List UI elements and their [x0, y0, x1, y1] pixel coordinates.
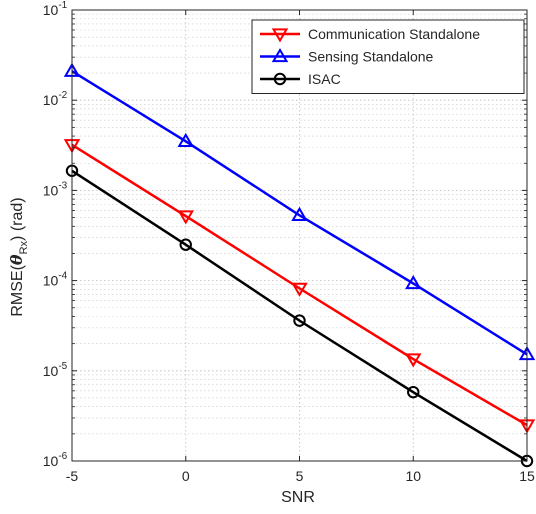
y-tick-label-base: 10 — [43, 363, 59, 379]
y-tick-label: 10-5 — [43, 361, 68, 379]
series-line — [71, 143, 528, 427]
y-tick-label: 10-2 — [43, 90, 68, 108]
data-point-marker — [271, 28, 289, 43]
y-axis-label-symbol: θ — [7, 254, 26, 265]
data-point-marker — [177, 132, 194, 148]
y-tick-label-exponent: -6 — [58, 451, 67, 462]
data-point-marker — [179, 238, 192, 251]
data-point-marker — [407, 385, 420, 399]
legend-entry: ISAC — [260, 71, 341, 87]
y-tick-label-base: 10 — [43, 273, 59, 289]
series-layer — [63, 62, 536, 468]
x-tick-label: 10 — [405, 468, 421, 484]
x-tick-label: -5 — [66, 468, 79, 484]
x-tick-label: 15 — [519, 468, 535, 484]
y-tick-label-base: 10 — [43, 2, 59, 18]
data-point-marker — [177, 210, 194, 225]
y-axis-label-subscript: Rx — [18, 240, 30, 254]
y-tick-label: 10-6 — [43, 451, 68, 469]
series-line — [71, 70, 528, 356]
y-tick-label-base: 10 — [43, 182, 59, 198]
data-point-marker — [291, 282, 308, 297]
y-tick-label-exponent: -2 — [58, 90, 67, 101]
axis-ticks — [71, 9, 528, 462]
y-tick-label-exponent: -5 — [58, 361, 67, 372]
data-point-marker — [291, 206, 308, 221]
y-axis-label-suffix: ) (rad) — [9, 197, 26, 241]
x-axis-label: SNR — [281, 489, 315, 506]
legend-entry: Communication Standalone — [260, 26, 480, 43]
y-tick-label: 10-1 — [43, 0, 68, 18]
y-axis-label: RMSE(θRx) (rad) — [7, 197, 30, 316]
data-point-marker — [271, 48, 289, 63]
data-point-marker — [293, 314, 306, 327]
data-point-marker — [273, 72, 287, 86]
y-tick-label-base: 10 — [43, 92, 59, 108]
y-tick-label: 10-3 — [43, 180, 68, 198]
y-tick-label: 10-4 — [43, 271, 68, 289]
legend: Communication Standalone Sensing Standalo… — [251, 19, 525, 94]
legend-items: Communication Standalone Sensing Standalo… — [260, 26, 480, 87]
y-tick-label-base: 10 — [43, 453, 59, 469]
series-line — [71, 169, 528, 463]
x-tick-label: 0 — [182, 468, 190, 484]
legend-entry: Sensing Standalone — [260, 48, 434, 65]
legend-label: Sensing Standalone — [308, 49, 434, 65]
y-tick-labels: 10-610-510-410-310-210-1 — [43, 0, 68, 469]
data-point-marker — [405, 274, 422, 290]
x-tick-labels: -5 0 5 10 15 — [66, 468, 535, 484]
data-point-marker — [405, 353, 422, 368]
y-axis-label-prefix: RMSE( — [9, 264, 26, 316]
x-tick-label: 5 — [296, 468, 304, 484]
legend-label: ISAC — [308, 71, 341, 87]
y-tick-label-exponent: -3 — [58, 180, 67, 191]
y-tick-label-exponent: -4 — [58, 271, 67, 282]
y-tick-label-exponent: -1 — [58, 0, 67, 11]
legend-label: Communication Standalone — [308, 26, 480, 42]
